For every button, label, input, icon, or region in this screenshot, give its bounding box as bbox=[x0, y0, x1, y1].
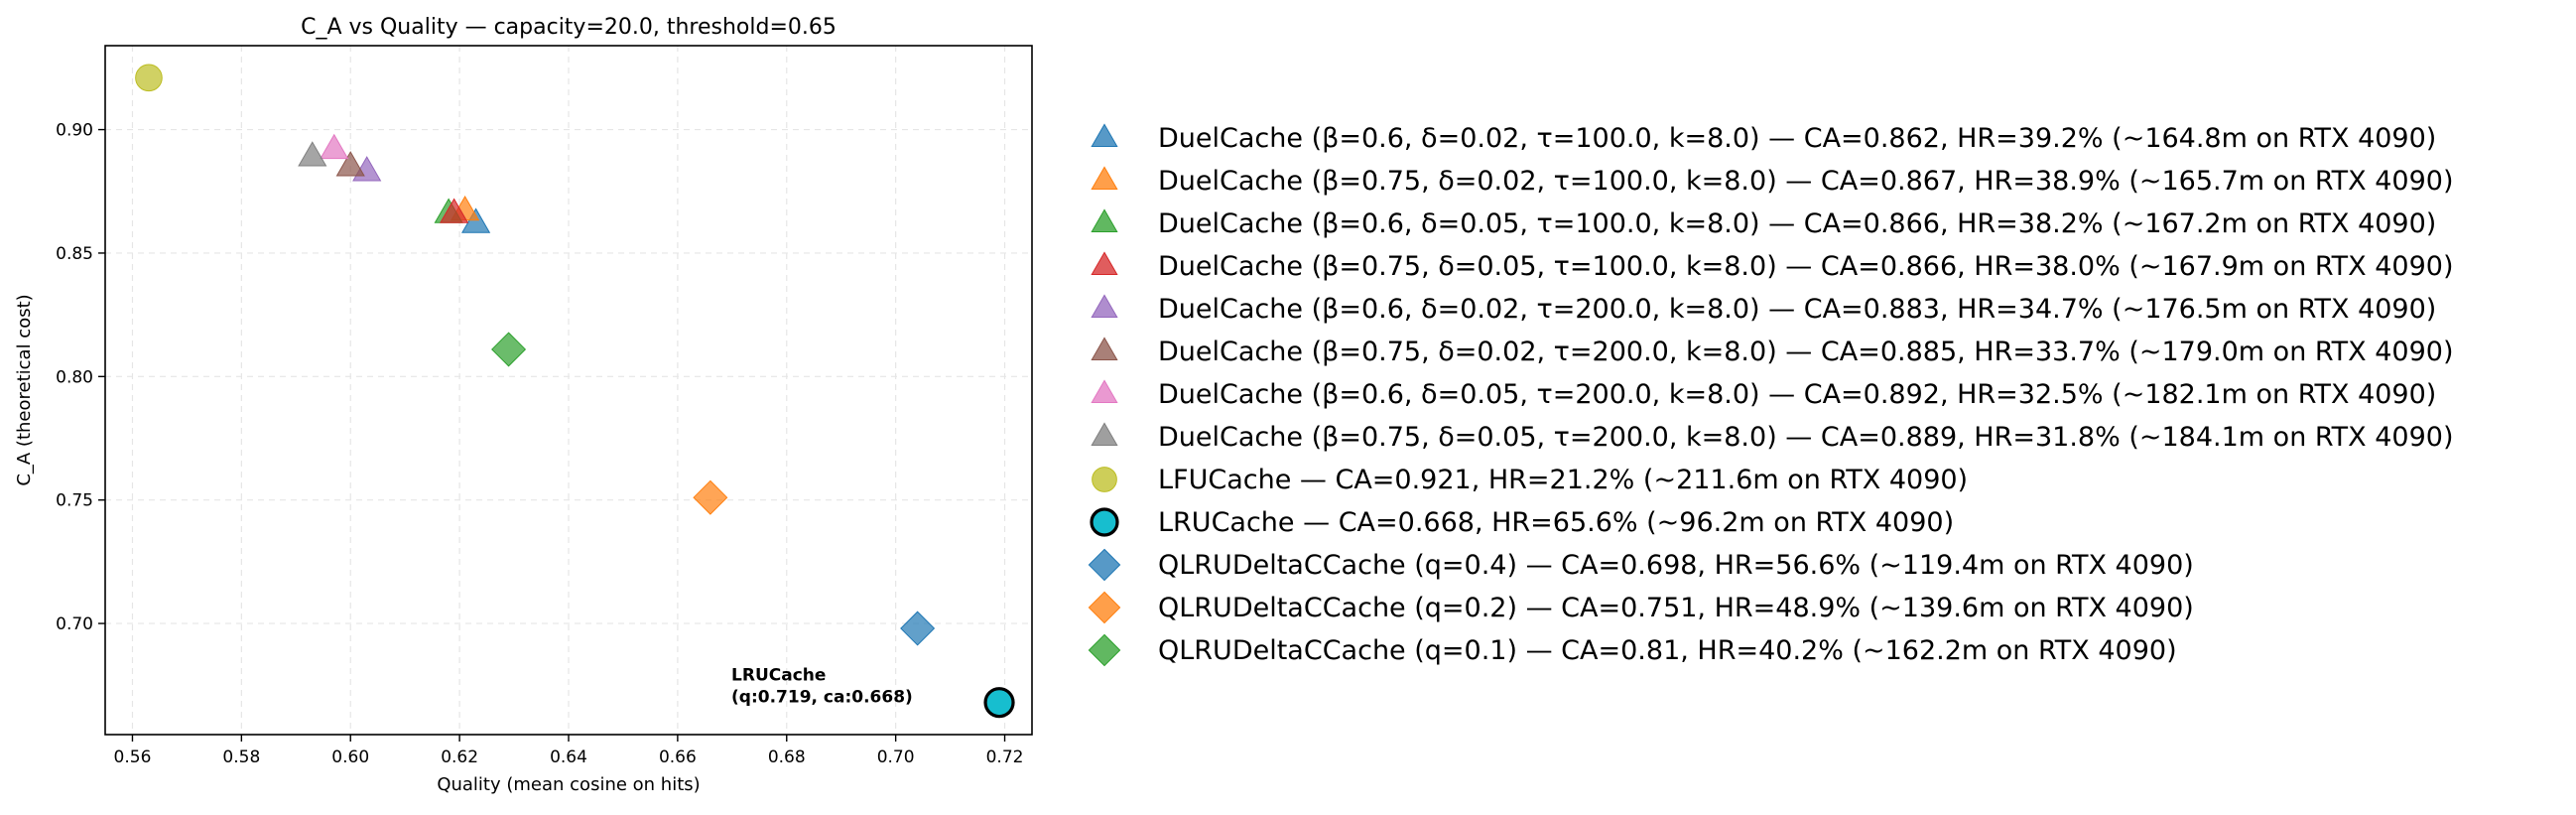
legend-entry-label: DuelCache (β=0.75, δ=0.02, τ=100.0, k=8.… bbox=[1158, 166, 2454, 197]
data-point bbox=[491, 332, 527, 367]
legend-marker bbox=[1091, 251, 1118, 275]
y-axis-label: C_A (theoretical cost) bbox=[14, 294, 35, 485]
data-point bbox=[135, 64, 163, 92]
legend-marker bbox=[1091, 337, 1118, 360]
x-tick-label: 0.58 bbox=[222, 747, 260, 767]
x-tick-label: 0.68 bbox=[768, 747, 806, 767]
x-tick-label: 0.62 bbox=[441, 747, 478, 767]
legend-entry-label: DuelCache (β=0.75, δ=0.05, τ=100.0, k=8.… bbox=[1158, 251, 2454, 282]
data-points bbox=[135, 64, 1015, 719]
legend-marker bbox=[1091, 294, 1118, 318]
legend-entry-label: DuelCache (β=0.6, δ=0.02, τ=100.0, k=8.0… bbox=[1158, 123, 2436, 154]
data-point bbox=[335, 151, 365, 177]
legend-marker bbox=[1091, 379, 1118, 403]
data-point bbox=[900, 611, 936, 646]
data-point bbox=[298, 141, 327, 167]
legend-entry-label: QLRUDeltaCCache (q=0.2) — CA=0.751, HR=4… bbox=[1158, 593, 2194, 623]
x-tick-label: 0.56 bbox=[114, 747, 152, 767]
legend-entry-label: QLRUDeltaCCache (q=0.1) — CA=0.81, HR=40… bbox=[1158, 635, 2177, 666]
y-axis-ticks: 0.70 0.75 0.80 0.85 0.90 bbox=[56, 121, 105, 634]
y-tick-label: 0.80 bbox=[56, 367, 93, 387]
annotation-line-1: LRUCache bbox=[731, 666, 826, 686]
legend-marker bbox=[1092, 467, 1117, 492]
legend-entry-label: DuelCache (β=0.6, δ=0.02, τ=200.0, k=8.0… bbox=[1158, 294, 2436, 325]
y-tick-label: 0.90 bbox=[56, 121, 93, 141]
y-tick-label: 0.70 bbox=[56, 614, 93, 634]
legend-marker bbox=[1091, 123, 1118, 147]
data-point bbox=[440, 198, 469, 223]
data-point bbox=[320, 133, 349, 160]
legend-entry-label: DuelCache (β=0.6, δ=0.05, τ=200.0, k=8.0… bbox=[1158, 379, 2436, 410]
chart-title: C_A vs Quality — capacity=20.0, threshol… bbox=[301, 15, 837, 40]
legend-marker bbox=[1091, 422, 1118, 446]
legend-entry-label: DuelCache (β=0.75, δ=0.05, τ=200.0, k=8.… bbox=[1158, 422, 2454, 453]
legend-marker bbox=[1088, 633, 1121, 667]
legend-marker bbox=[1091, 166, 1118, 190]
data-point bbox=[461, 207, 491, 233]
legend-entry-label: LRUCache — CA=0.668, HR=65.6% (~96.2m on… bbox=[1158, 507, 1954, 538]
legend-entry-label: DuelCache (β=0.75, δ=0.02, τ=200.0, k=8.… bbox=[1158, 337, 2454, 367]
y-tick-label: 0.75 bbox=[56, 491, 93, 511]
x-axis-ticks: 0.56 0.58 0.60 0.62 0.64 0.66 0.68 0.70 0.72 bbox=[114, 735, 1024, 767]
annotation: LRUCache (q:0.719, ca:0.668) bbox=[731, 666, 913, 708]
legend-marker bbox=[1091, 208, 1118, 232]
legend: DuelCache (β=0.6, δ=0.02, τ=100.0, k=8.0… bbox=[1088, 123, 2454, 667]
data-point bbox=[983, 687, 1015, 719]
legend-entry-label: DuelCache (β=0.6, δ=0.05, τ=100.0, k=8.0… bbox=[1158, 208, 2436, 239]
y-tick-label: 0.85 bbox=[56, 244, 93, 264]
x-tick-label: 0.66 bbox=[659, 747, 697, 767]
x-tick-label: 0.70 bbox=[877, 747, 915, 767]
legend-marker bbox=[1090, 507, 1119, 537]
x-tick-label: 0.64 bbox=[550, 747, 587, 767]
data-point bbox=[693, 479, 728, 515]
x-axis-label: Quality (mean cosine on hits) bbox=[437, 774, 700, 795]
legend-entry-label: QLRUDeltaCCache (q=0.4) — CA=0.698, HR=5… bbox=[1158, 550, 2194, 581]
x-tick-label: 0.60 bbox=[331, 747, 369, 767]
legend-marker bbox=[1088, 548, 1121, 582]
annotation-line-2: (q:0.719, ca:0.668) bbox=[731, 688, 913, 708]
legend-marker bbox=[1088, 591, 1121, 624]
x-tick-label: 0.72 bbox=[986, 747, 1024, 767]
legend-entry-label: LFUCache — CA=0.921, HR=21.2% (~211.6m o… bbox=[1158, 465, 1968, 495]
